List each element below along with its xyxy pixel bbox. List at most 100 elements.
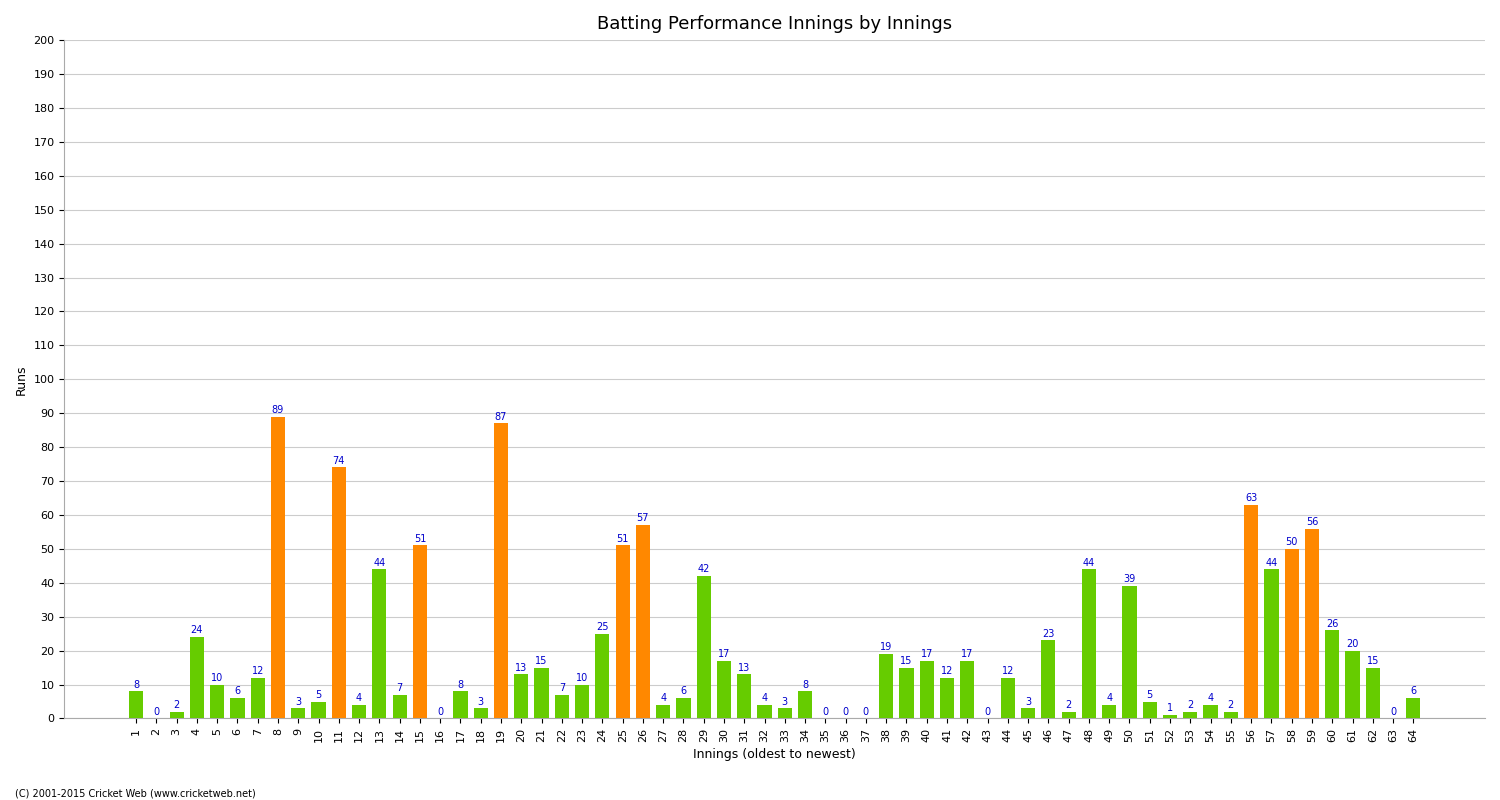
Bar [1365, 667, 1380, 718]
Bar [900, 667, 914, 718]
Bar [332, 467, 346, 718]
Bar [129, 691, 142, 718]
Text: 0: 0 [984, 706, 990, 717]
Bar [1162, 715, 1178, 718]
Bar [1264, 570, 1278, 718]
Text: 3: 3 [477, 697, 484, 706]
Bar [636, 525, 650, 718]
Text: 25: 25 [596, 622, 609, 632]
Bar [372, 570, 387, 718]
Bar [1143, 702, 1156, 718]
Text: 4: 4 [660, 694, 666, 703]
Bar [1022, 708, 1035, 718]
Bar [696, 576, 711, 718]
Text: 12: 12 [252, 666, 264, 676]
Bar [596, 634, 609, 718]
Text: 10: 10 [576, 673, 588, 683]
Bar [1041, 641, 1056, 718]
Text: 39: 39 [1124, 574, 1136, 585]
Bar [474, 708, 488, 718]
Bar [534, 667, 549, 718]
Bar [574, 685, 590, 718]
Text: 6: 6 [1410, 686, 1416, 697]
Text: 13: 13 [514, 662, 528, 673]
Text: 3: 3 [1024, 697, 1030, 706]
Bar [291, 708, 306, 718]
Text: 8: 8 [458, 680, 464, 690]
Text: 13: 13 [738, 662, 750, 673]
Bar [1203, 705, 1218, 718]
Bar [758, 705, 771, 718]
Bar [352, 705, 366, 718]
Bar [494, 423, 508, 718]
Bar [736, 674, 752, 718]
Text: 0: 0 [843, 706, 849, 717]
Text: 44: 44 [1083, 558, 1095, 567]
Text: 56: 56 [1306, 517, 1318, 527]
Bar [1082, 570, 1096, 718]
Text: 51: 51 [616, 534, 628, 544]
Text: 7: 7 [396, 683, 404, 693]
Bar [555, 694, 568, 718]
Bar [676, 698, 690, 718]
Bar [1305, 529, 1318, 718]
Text: 63: 63 [1245, 493, 1257, 503]
Bar [393, 694, 406, 718]
Text: 44: 44 [1266, 558, 1278, 567]
Bar [210, 685, 225, 718]
Bar [1000, 678, 1016, 718]
Text: 74: 74 [333, 456, 345, 466]
Bar [1062, 712, 1076, 718]
Bar [1244, 505, 1258, 718]
Text: 89: 89 [272, 405, 284, 415]
Text: 15: 15 [900, 656, 912, 666]
Bar [1122, 586, 1137, 718]
Text: 1: 1 [1167, 703, 1173, 714]
Text: 2: 2 [174, 700, 180, 710]
Text: 51: 51 [414, 534, 426, 544]
Text: 8: 8 [134, 680, 140, 690]
Bar [453, 691, 468, 718]
Bar [1346, 650, 1359, 718]
Bar [251, 678, 266, 718]
Text: 12: 12 [1002, 666, 1014, 676]
Text: 4: 4 [762, 694, 768, 703]
Text: 87: 87 [495, 412, 507, 422]
Title: Batting Performance Innings by Innings: Batting Performance Innings by Innings [597, 15, 952, 33]
Y-axis label: Runs: Runs [15, 364, 28, 394]
Text: 5: 5 [315, 690, 321, 700]
Text: 20: 20 [1347, 639, 1359, 649]
Bar [1324, 630, 1340, 718]
Text: 15: 15 [536, 656, 548, 666]
Text: 3: 3 [296, 697, 302, 706]
Text: 4: 4 [1208, 694, 1214, 703]
Bar [1406, 698, 1420, 718]
Text: 4: 4 [356, 694, 362, 703]
Text: 5: 5 [1146, 690, 1154, 700]
Text: 17: 17 [921, 649, 933, 659]
Text: 8: 8 [802, 680, 808, 690]
Text: 23: 23 [1042, 629, 1054, 638]
Bar [717, 661, 730, 718]
Text: 50: 50 [1286, 537, 1298, 547]
Text: 6: 6 [681, 686, 687, 697]
Text: 0: 0 [153, 706, 159, 717]
Text: 4: 4 [1106, 694, 1113, 703]
Bar [879, 654, 894, 718]
Text: 7: 7 [558, 683, 566, 693]
Text: 10: 10 [211, 673, 223, 683]
Bar [190, 637, 204, 718]
Bar [960, 661, 975, 718]
Text: 15: 15 [1366, 656, 1378, 666]
Text: 3: 3 [782, 697, 788, 706]
Text: 44: 44 [374, 558, 386, 567]
Text: 0: 0 [436, 706, 442, 717]
Text: 57: 57 [636, 514, 650, 523]
Bar [1184, 712, 1197, 718]
Text: 26: 26 [1326, 618, 1338, 629]
Text: 17: 17 [962, 649, 974, 659]
Bar [615, 546, 630, 718]
Bar [1224, 712, 1238, 718]
Text: 2: 2 [1186, 700, 1194, 710]
Text: 24: 24 [190, 626, 202, 635]
